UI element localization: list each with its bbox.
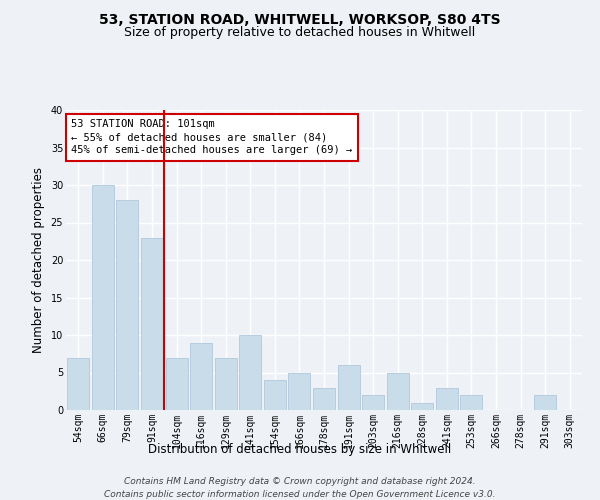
Bar xyxy=(436,388,458,410)
Bar xyxy=(67,358,89,410)
Bar xyxy=(166,358,188,410)
Bar xyxy=(411,402,433,410)
Bar xyxy=(289,372,310,410)
Bar xyxy=(116,200,139,410)
Bar xyxy=(313,388,335,410)
Text: Distribution of detached houses by size in Whitwell: Distribution of detached houses by size … xyxy=(148,442,452,456)
Bar xyxy=(386,372,409,410)
Bar xyxy=(215,358,237,410)
Bar xyxy=(264,380,286,410)
Bar xyxy=(338,365,359,410)
Bar xyxy=(190,342,212,410)
Text: Contains public sector information licensed under the Open Government Licence v3: Contains public sector information licen… xyxy=(104,490,496,499)
Text: Contains HM Land Registry data © Crown copyright and database right 2024.: Contains HM Land Registry data © Crown c… xyxy=(124,478,476,486)
Bar xyxy=(92,185,114,410)
Text: 53 STATION ROAD: 101sqm
← 55% of detached houses are smaller (84)
45% of semi-de: 53 STATION ROAD: 101sqm ← 55% of detache… xyxy=(71,119,352,156)
Bar xyxy=(362,395,384,410)
Bar xyxy=(460,395,482,410)
Text: 53, STATION ROAD, WHITWELL, WORKSOP, S80 4TS: 53, STATION ROAD, WHITWELL, WORKSOP, S80… xyxy=(99,12,501,26)
Text: Size of property relative to detached houses in Whitwell: Size of property relative to detached ho… xyxy=(124,26,476,39)
Bar xyxy=(141,238,163,410)
Y-axis label: Number of detached properties: Number of detached properties xyxy=(32,167,45,353)
Bar xyxy=(534,395,556,410)
Bar xyxy=(239,335,262,410)
